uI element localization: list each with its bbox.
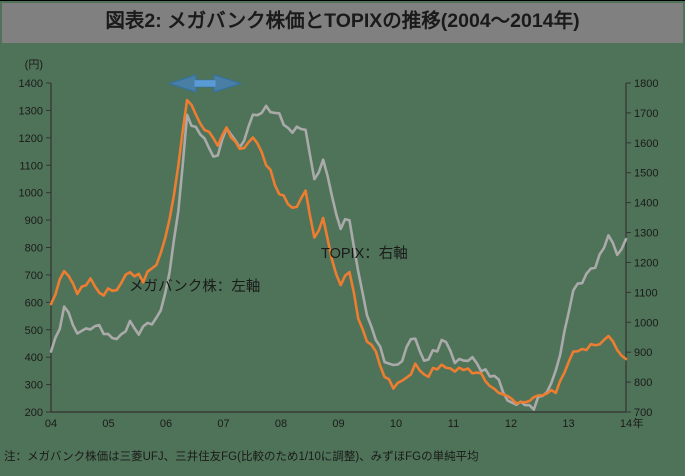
svg-text:200: 200 (25, 407, 43, 419)
svg-text:1600: 1600 (634, 138, 658, 150)
svg-text:07: 07 (217, 418, 229, 430)
svg-text:1800: 1800 (634, 78, 658, 90)
svg-text:09: 09 (332, 418, 344, 430)
svg-text:900: 900 (634, 347, 652, 359)
svg-text:1000: 1000 (19, 188, 43, 200)
svg-text:06: 06 (160, 418, 172, 430)
svg-text:1000: 1000 (634, 317, 658, 329)
svg-text:600: 600 (25, 297, 43, 309)
svg-text:1500: 1500 (634, 168, 658, 180)
svg-text:14: 14 (620, 418, 632, 430)
svg-text:10: 10 (390, 418, 402, 430)
svg-text:800: 800 (634, 377, 652, 389)
svg-text:1400: 1400 (19, 78, 43, 90)
svg-text:300: 300 (25, 380, 43, 392)
svg-text:04: 04 (45, 418, 57, 430)
svg-text:1200: 1200 (19, 133, 43, 145)
svg-text:500: 500 (25, 325, 43, 337)
svg-text:1100: 1100 (634, 287, 658, 299)
svg-text:1100: 1100 (19, 160, 43, 172)
svg-text:400: 400 (25, 352, 43, 364)
svg-text:700: 700 (25, 270, 43, 282)
svg-text:メガバンク株：左軸: メガバンク株：左軸 (129, 278, 260, 295)
svg-text:注：メガバンク株価は三菱UFJ、三井住友FG(比較のため1/: 注：メガバンク株価は三菱UFJ、三井住友FG(比較のため1/10に調整)、みずほ… (4, 449, 479, 463)
svg-text:05: 05 (102, 418, 114, 430)
svg-text:12: 12 (505, 418, 517, 430)
svg-text:1700: 1700 (634, 108, 658, 120)
svg-text:年: 年 (633, 416, 644, 430)
svg-text:1300: 1300 (19, 105, 43, 117)
svg-text:800: 800 (25, 243, 43, 255)
svg-text:1300: 1300 (634, 228, 658, 240)
svg-text:1400: 1400 (634, 198, 658, 210)
svg-text:08: 08 (275, 418, 287, 430)
svg-text:TOPIX：右軸: TOPIX：右軸 (321, 245, 408, 262)
svg-text:1200: 1200 (634, 257, 658, 269)
svg-text:(円): (円) (25, 59, 43, 71)
svg-text:11: 11 (448, 418, 459, 430)
svg-text:900: 900 (25, 215, 43, 227)
svg-text:13: 13 (562, 418, 574, 430)
